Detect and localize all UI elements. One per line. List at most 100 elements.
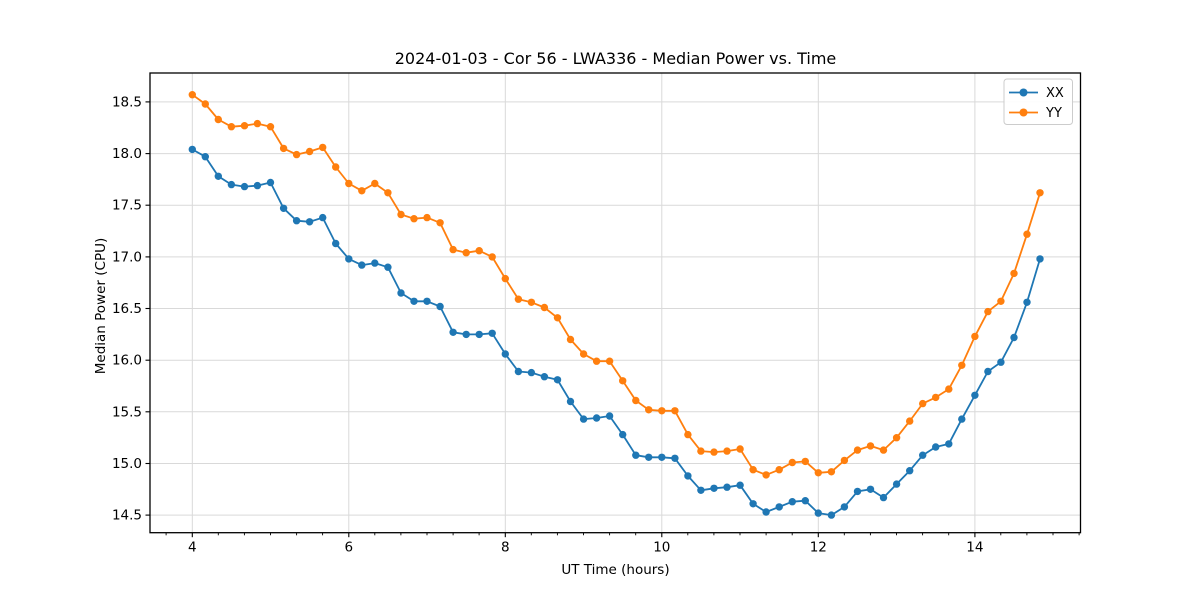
series-line-yy [191, 93, 1041, 476]
data-point-xx [345, 255, 353, 263]
data-point-yy [971, 332, 979, 341]
data-point-yy [984, 307, 992, 316]
data-point-xx [358, 261, 366, 269]
data-point-xx [684, 472, 692, 480]
plot-frame [149, 72, 1082, 534]
data-point-yy [866, 442, 875, 450]
data-point-yy [684, 430, 692, 439]
data-point-xx [540, 373, 549, 381]
data-point-yy [1023, 230, 1031, 238]
data-point-xx [410, 297, 418, 305]
y-tick-label: 14.5 [112, 508, 142, 524]
data-point-xx [488, 329, 496, 337]
x-axis-label: UT Time (hours) [561, 562, 670, 578]
x-tick-label: 4 [188, 540, 197, 556]
data-point-yy [710, 448, 718, 456]
data-point-yy [605, 357, 614, 365]
data-point-xx [801, 497, 809, 505]
y-tick-label: 18.5 [112, 94, 142, 110]
data-point-xx [514, 367, 523, 376]
data-point-yy [553, 314, 562, 322]
data-point-yy [475, 247, 483, 255]
data-point-xx [814, 509, 822, 517]
x-tick-label: 8 [501, 540, 510, 556]
data-point-xx [723, 483, 731, 491]
y-tick-label: 18.0 [112, 146, 142, 162]
legend-sample-marker-xx [1019, 88, 1028, 97]
data-point-xx [253, 181, 262, 190]
data-point-yy [997, 297, 1005, 305]
data-point-xx [423, 297, 431, 305]
data-point-yy [579, 350, 588, 358]
x-tick-label: 14 [966, 540, 983, 556]
data-point-xx [827, 511, 836, 519]
y-tick-label: 17.0 [112, 249, 142, 265]
x-tick-label: 6 [345, 540, 354, 556]
data-point-yy [449, 245, 457, 254]
data-point-yy [762, 471, 770, 479]
data-point-yy [788, 458, 796, 467]
data-point-xx [971, 391, 979, 399]
data-point-yy [775, 466, 783, 474]
data-point-xx [266, 178, 275, 187]
data-point-xx [697, 486, 705, 494]
data-point-yy [462, 249, 470, 257]
y-tick-label: 16.5 [112, 301, 142, 317]
data-point-yy [671, 407, 679, 415]
y-axis-label: Median Power (CPU) [93, 237, 109, 375]
x-tick-label: 10 [653, 540, 670, 556]
data-point-yy [279, 144, 288, 153]
data-point-yy [814, 469, 822, 477]
data-point-xx [958, 415, 966, 423]
data-point-yy [488, 253, 496, 261]
legend-label-yy: YY [1045, 106, 1062, 121]
data-point-xx [945, 440, 953, 448]
data-point-yy [358, 187, 366, 195]
data-point-xx [527, 368, 536, 377]
data-point-yy [906, 417, 914, 425]
data-point-yy [227, 123, 236, 131]
data-point-yy [345, 179, 353, 188]
data-point-yy [410, 215, 418, 223]
data-point-xx [658, 453, 666, 461]
data-point-xx [1036, 255, 1044, 263]
data-point-xx [788, 498, 796, 506]
data-point-xx [736, 481, 744, 489]
data-point-xx [292, 217, 301, 225]
data-point-yy [214, 115, 222, 124]
data-point-yy [749, 466, 757, 474]
data-point-xx [906, 467, 914, 475]
data-point-yy [1010, 269, 1018, 278]
data-point-yy [658, 407, 666, 415]
data-point-yy [514, 295, 523, 303]
data-point-yy [919, 399, 927, 408]
y-tick-label: 15.0 [112, 456, 142, 472]
data-point-yy [592, 357, 601, 365]
data-point-yy [371, 179, 379, 188]
data-point-xx [671, 454, 679, 462]
data-point-xx [866, 485, 875, 493]
data-point-yy [632, 396, 640, 405]
data-point-yy [501, 274, 509, 283]
data-point-yy [853, 446, 862, 454]
data-point-yy [332, 163, 340, 171]
data-point-xx [305, 218, 314, 226]
data-point-xx [997, 358, 1005, 366]
data-point-yy [319, 143, 327, 152]
data-point-xx [892, 480, 901, 488]
data-point-yy [397, 210, 405, 219]
data-point-yy [305, 147, 314, 156]
data-point-xx [749, 500, 757, 508]
data-point-yy [540, 303, 549, 312]
data-point-yy [266, 123, 275, 131]
data-point-yy [827, 468, 836, 476]
data-point-xx [1023, 298, 1031, 306]
data-point-xx [984, 367, 992, 376]
data-point-xx [462, 330, 470, 339]
data-point-yy [527, 298, 536, 306]
x-tick-label: 12 [810, 540, 827, 556]
data-point-yy [697, 447, 705, 455]
data-point-xx [932, 443, 940, 451]
